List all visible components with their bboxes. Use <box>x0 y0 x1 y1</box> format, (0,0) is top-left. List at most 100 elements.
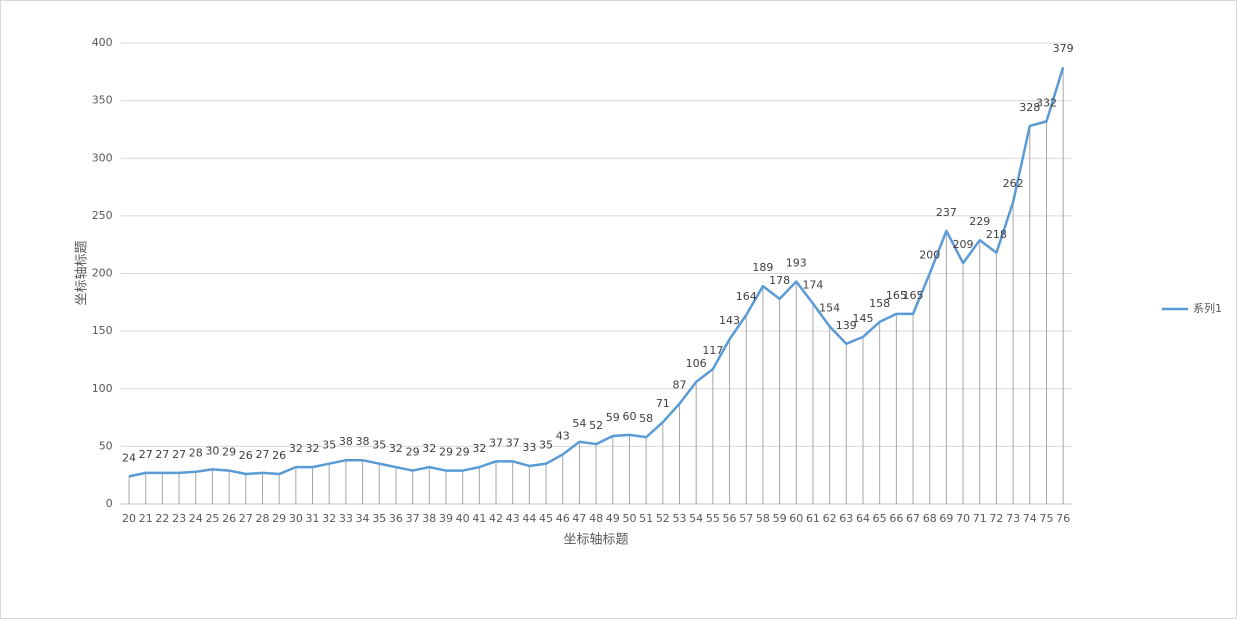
x-tick-label: 25 <box>205 512 219 525</box>
x-tick-label: 65 <box>873 512 887 525</box>
x-tick-label: 22 <box>155 512 169 525</box>
data-label: 37 <box>506 436 520 449</box>
x-tick-label: 48 <box>589 512 603 525</box>
data-label: 59 <box>606 411 620 424</box>
x-tick-label: 50 <box>622 512 636 525</box>
data-label: 28 <box>189 447 203 460</box>
x-axis-title: 坐标轴标题 <box>563 533 628 548</box>
data-label: 200 <box>919 249 940 262</box>
data-label: 29 <box>456 446 470 459</box>
x-tick-label: 69 <box>939 512 953 525</box>
data-label: 332 <box>1036 96 1057 109</box>
data-label: 29 <box>406 446 420 459</box>
data-label: 165 <box>903 289 924 302</box>
y-tick-label: 100 <box>92 382 113 395</box>
data-label: 52 <box>589 419 603 432</box>
data-label: 32 <box>389 442 403 455</box>
x-tick-label: 58 <box>756 512 770 525</box>
data-label: 87 <box>673 379 687 392</box>
x-tick-label: 56 <box>723 512 737 525</box>
data-label: 117 <box>702 344 723 357</box>
x-tick-label: 21 <box>139 512 153 525</box>
data-label: 189 <box>752 261 773 274</box>
x-tick-label: 59 <box>773 512 787 525</box>
x-tick-label: 43 <box>506 512 520 525</box>
x-tick-label: 37 <box>406 512 420 525</box>
y-tick-label: 350 <box>92 94 113 107</box>
x-tick-label: 75 <box>1039 512 1053 525</box>
x-tick-label: 47 <box>572 512 586 525</box>
data-label: 164 <box>736 290 757 303</box>
data-label: 43 <box>556 429 570 442</box>
x-tick-label: 51 <box>639 512 653 525</box>
x-tick-label: 71 <box>973 512 987 525</box>
data-label: 35 <box>539 439 553 452</box>
data-label: 143 <box>719 314 740 327</box>
data-label: 174 <box>802 278 823 291</box>
y-tick-label: 0 <box>106 497 113 510</box>
x-tick-label: 28 <box>255 512 269 525</box>
x-tick-label: 68 <box>923 512 937 525</box>
x-tick-label: 27 <box>239 512 253 525</box>
x-tick-label: 41 <box>472 512 486 525</box>
x-tick-label: 39 <box>439 512 453 525</box>
x-tick-label: 64 <box>856 512 870 525</box>
data-label: 32 <box>306 442 320 455</box>
x-tick-label: 29 <box>272 512 286 525</box>
y-tick-label: 400 <box>92 36 113 49</box>
x-tick-label: 57 <box>739 512 753 525</box>
x-tick-label: 70 <box>956 512 970 525</box>
x-tick-label: 72 <box>989 512 1003 525</box>
x-tick-label: 24 <box>189 512 203 525</box>
x-tick-label: 63 <box>839 512 853 525</box>
data-label: 35 <box>372 439 386 452</box>
data-label: 38 <box>339 435 353 448</box>
y-tick-label: 150 <box>92 324 113 337</box>
x-tick-label: 61 <box>806 512 820 525</box>
x-tick-label: 53 <box>673 512 687 525</box>
data-label: 33 <box>522 441 536 454</box>
data-label: 58 <box>639 412 653 425</box>
data-label: 328 <box>1019 101 1040 114</box>
x-tick-label: 74 <box>1023 512 1037 525</box>
data-label: 54 <box>572 417 586 430</box>
x-tick-label: 32 <box>322 512 336 525</box>
data-label: 32 <box>422 442 436 455</box>
data-label: 26 <box>239 449 253 462</box>
data-label: 24 <box>122 451 136 464</box>
data-label: 106 <box>686 357 707 370</box>
x-tick-label: 35 <box>372 512 386 525</box>
data-label: 145 <box>852 312 873 325</box>
x-tick-label: 34 <box>356 512 370 525</box>
data-label: 139 <box>836 319 857 332</box>
data-label: 237 <box>936 206 957 219</box>
data-label: 26 <box>272 449 286 462</box>
x-tick-label: 67 <box>906 512 920 525</box>
x-tick-label: 31 <box>306 512 320 525</box>
data-label: 30 <box>205 444 219 457</box>
data-label: 32 <box>472 442 486 455</box>
y-tick-label: 250 <box>92 209 113 222</box>
x-tick-label: 46 <box>556 512 570 525</box>
data-label: 37 <box>489 436 503 449</box>
x-tick-label: 45 <box>539 512 553 525</box>
data-label: 165 <box>886 289 907 302</box>
x-tick-label: 44 <box>522 512 536 525</box>
y-tick-label: 300 <box>92 151 113 164</box>
data-label: 29 <box>439 446 453 459</box>
data-label: 60 <box>622 410 636 423</box>
data-label: 27 <box>172 448 186 461</box>
data-label: 29 <box>222 446 236 459</box>
x-tick-label: 30 <box>289 512 303 525</box>
data-label: 262 <box>1003 177 1024 190</box>
data-label: 27 <box>155 448 169 461</box>
y-tick-label: 50 <box>99 439 113 452</box>
x-tick-label: 23 <box>172 512 186 525</box>
data-label: 27 <box>139 448 153 461</box>
data-label: 32 <box>289 442 303 455</box>
x-tick-label: 33 <box>339 512 353 525</box>
data-label: 209 <box>953 238 974 251</box>
x-tick-label: 76 <box>1056 512 1070 525</box>
